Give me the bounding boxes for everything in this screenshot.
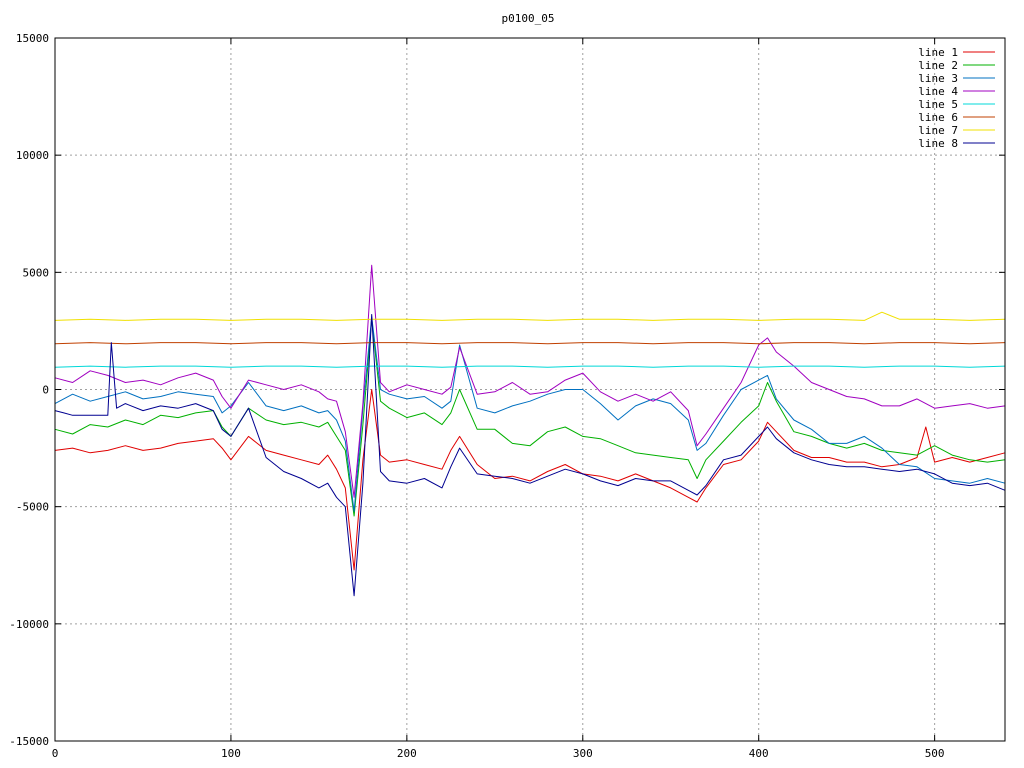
series-line-4 [54,264,1006,498]
series-line-7 [54,311,1006,321]
legend-label: line 1 [918,46,958,59]
x-tick-label: 100 [221,747,241,760]
legend-label: line 4 [918,85,958,98]
series-line-3 [54,316,1006,512]
series-line-8 [54,314,1006,597]
y-tick-label: 5000 [23,266,50,279]
legend-label: line 8 [918,137,958,150]
legend-label: line 5 [918,98,958,111]
axis-ticks: 0 100 200 300 400 500 -15000 -10000 -5000 0 5000 10… [9,32,1005,760]
x-tick-label: 0 [52,747,59,760]
y-tick-label: -10000 [9,618,49,631]
series-lines [54,264,1006,597]
legend-label: line 6 [918,111,958,124]
legend-label: line 7 [918,124,958,137]
y-tick-label: 0 [42,384,49,397]
legend-label: line 3 [918,72,958,85]
x-tick-label: 400 [749,747,769,760]
series-line-2 [54,318,1006,517]
chart-title: p0100_05 [502,12,555,25]
y-tick-label: -5000 [16,501,49,514]
legend-label: line 2 [918,59,958,72]
y-tick-label: 10000 [16,149,49,162]
y-tick-label: -15000 [9,735,49,748]
x-tick-label: 200 [397,747,417,760]
series-line-6 [54,342,1006,345]
grid-lines [55,38,1005,741]
x-tick-label: 500 [925,747,945,760]
series-line-5 [54,365,1006,368]
x-tick-label: 300 [573,747,593,760]
y-tick-label: 15000 [16,32,49,45]
